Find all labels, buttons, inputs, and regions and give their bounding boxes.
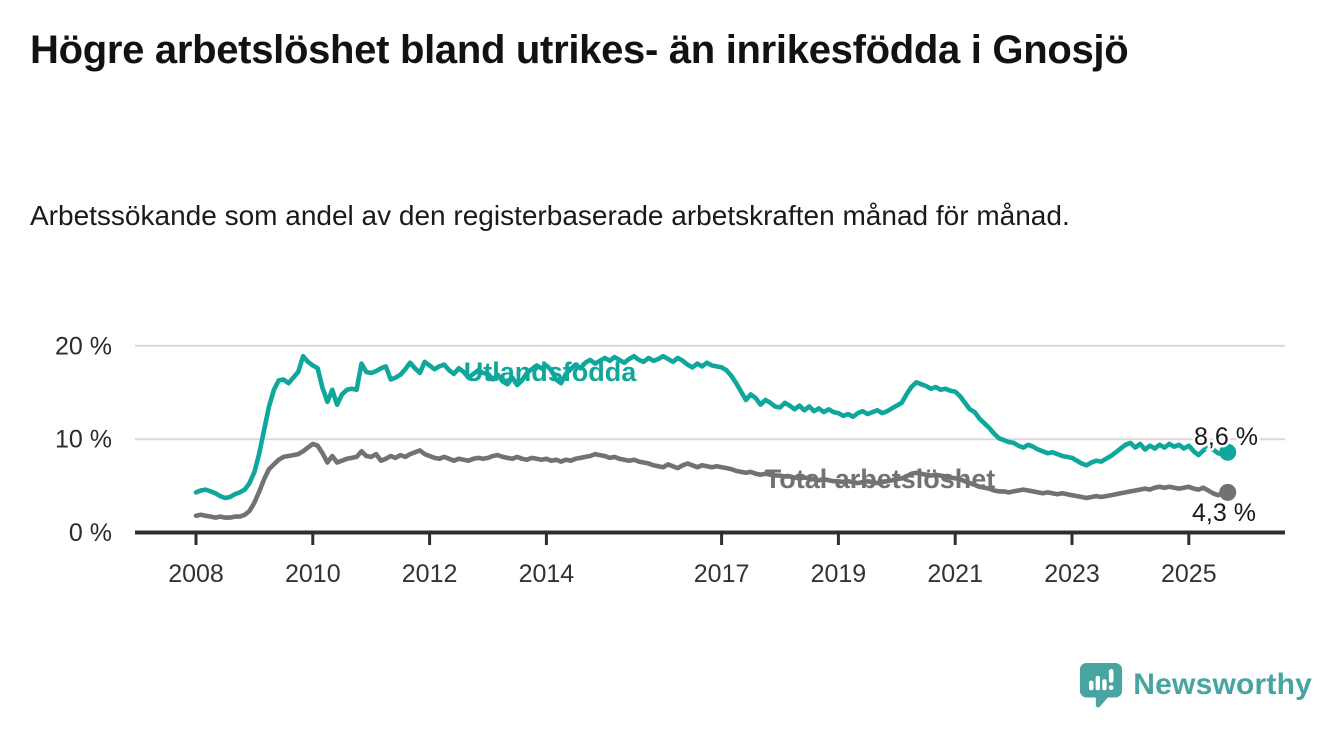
- speech-bubble-shape: [1080, 662, 1123, 708]
- newsworthy-logo: Newsworthy: [1078, 661, 1312, 708]
- x-tick-label: 2012: [402, 560, 458, 588]
- x-axis-labels: 2008 2010 2012 2014 2017 2019 2021 2023 2025: [168, 560, 1216, 588]
- y-axis-labels: 0 % 10 % 20 %: [55, 332, 112, 547]
- bar-medium: [1102, 679, 1107, 691]
- newsworthy-logo-icon: [1080, 662, 1123, 708]
- series-end-dot-utlandsf-dda: [1219, 443, 1237, 461]
- series-lines: [193, 353, 1237, 520]
- series-label-total-arbetsloshet: Total arbetslöshet: [765, 464, 996, 494]
- x-tick-label: 2010: [285, 560, 341, 588]
- exclamation-bar: [1109, 669, 1114, 683]
- bar-small: [1089, 680, 1094, 691]
- y-tick-label: 0 %: [69, 519, 112, 547]
- x-tick-label: 2017: [694, 560, 750, 588]
- x-tick-label: 2014: [519, 560, 575, 588]
- x-axis: [135, 530, 1285, 545]
- x-tick-label: 2008: [168, 560, 224, 588]
- x-tick-label: 2025: [1161, 560, 1217, 588]
- bar-tall: [1095, 675, 1101, 691]
- annotations: Utlandsfödda Total arbetslöshet 8,6 % 4,…: [464, 357, 1261, 530]
- end-value-label-utlandsfodda: 8,6 %: [1194, 423, 1258, 451]
- y-tick-label: 10 %: [55, 426, 112, 454]
- page-title: Högre arbetslöshet bland utrikes- än inr…: [30, 28, 1129, 72]
- x-tick-label: 2023: [1044, 560, 1100, 588]
- series-line-total-arbetsl-shet: [193, 441, 1230, 520]
- page-subtitle: Arbetssökande som andel av den registerb…: [30, 200, 1070, 231]
- x-tick-label: 2021: [927, 560, 983, 588]
- series-label-utlandsfodda: Utlandsfödda: [464, 357, 637, 387]
- series-line-utlandsf-dda: [193, 353, 1230, 501]
- series-end-dot-total-arbetsl-shet: [1219, 483, 1237, 501]
- end-value-label-total: 4,3 %: [1192, 499, 1256, 527]
- newsworthy-logo-text: Newsworthy: [1133, 667, 1312, 701]
- exclamation-dot: [1109, 685, 1114, 691]
- gridlines: [135, 344, 1285, 441]
- x-tick-label: 2019: [811, 560, 867, 588]
- y-tick-label: 20 %: [55, 332, 112, 360]
